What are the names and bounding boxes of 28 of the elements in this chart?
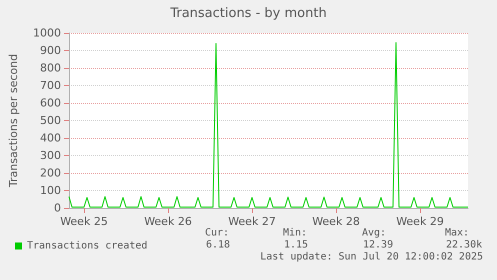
y-tick-label: 200 (40, 166, 61, 180)
text: Cur: (205, 228, 230, 238)
y-tick-label: 800 (40, 62, 61, 74)
x-tick-label: Week 29 (396, 215, 444, 228)
text: 6.18 (206, 240, 230, 250)
text: 22.30k (446, 240, 482, 250)
x-tick-label: Week 28 (312, 215, 360, 228)
y-axis-title: Transactions per second (7, 54, 20, 188)
y-tick-label: 500 (40, 114, 61, 127)
y-tick-label: 600 (40, 96, 61, 110)
text: Min: (283, 228, 308, 238)
y-tick-label: 400 (40, 132, 61, 144)
x-tick-label: Week 26 (144, 215, 192, 228)
y-tick-label: 0 (54, 202, 61, 214)
y-tick-label: 100 (40, 184, 61, 197)
legend-label: Transactions created (27, 240, 148, 252)
text: Max: (445, 228, 470, 238)
text: Avg: (362, 228, 386, 238)
text: 12.39 (363, 240, 394, 250)
y-tick-label: 1000 (33, 26, 61, 40)
x-tick-label: Week 25 (60, 215, 108, 228)
text: Last update: Sun Jul 20 12:00:02 2025 (260, 252, 484, 262)
chart-title: Transactions - by month (169, 6, 327, 21)
y-tick-label: 300 (40, 149, 61, 162)
text: 1.15 (284, 240, 308, 250)
x-tick-label: Week 27 (228, 215, 276, 228)
y-tick-label: 900 (40, 44, 61, 57)
y-tick-label: 700 (40, 79, 61, 92)
